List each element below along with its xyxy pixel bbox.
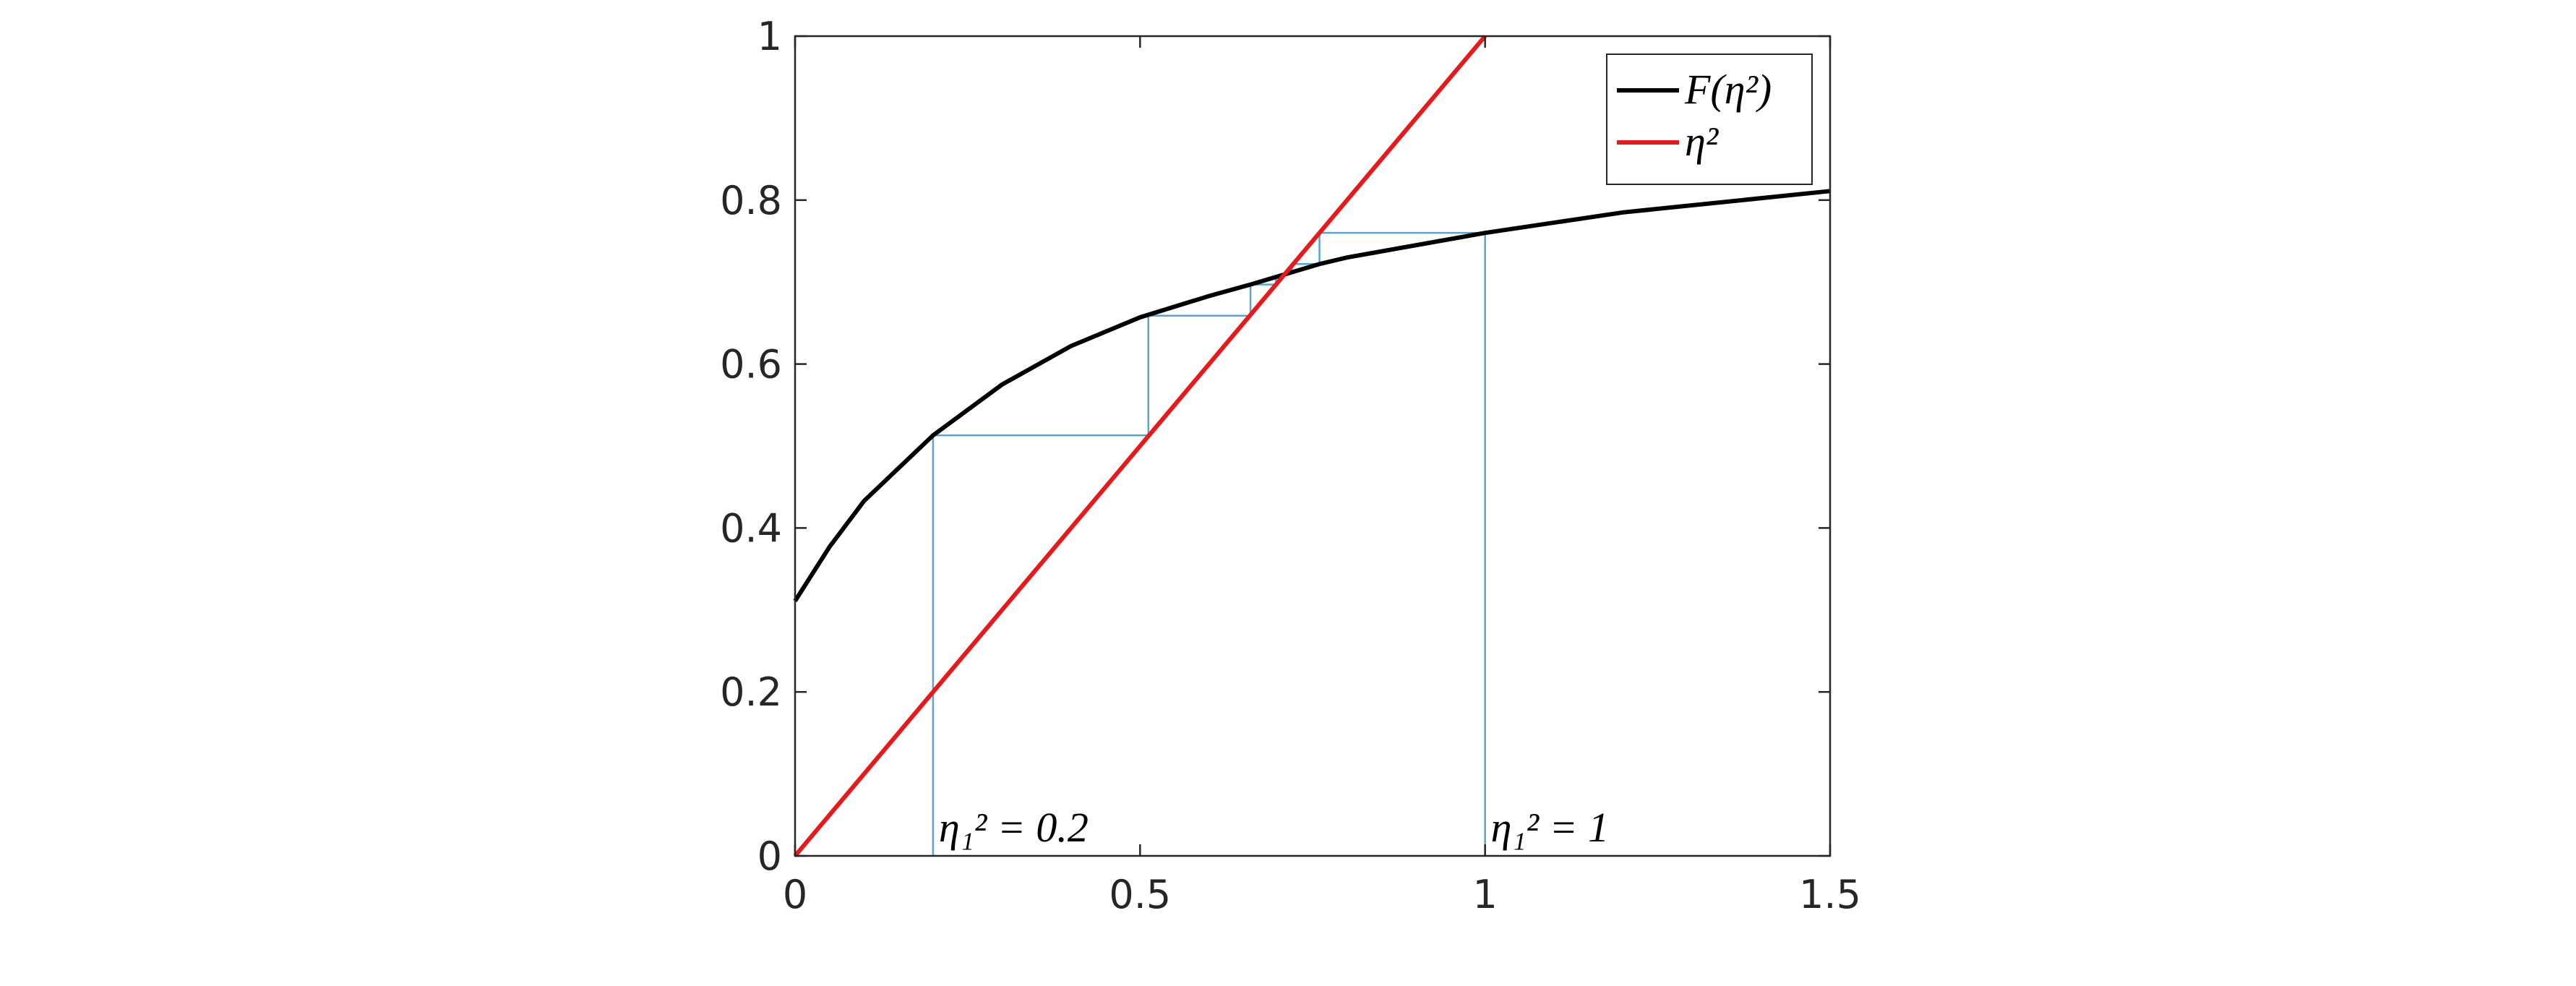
cobweb-line: [1291, 231, 1486, 856]
axes-box: [794, 35, 1832, 857]
x-tick-label: 1.5: [1799, 872, 1861, 917]
series-line: [793, 35, 1487, 857]
y-tick-label: 0.6: [720, 342, 782, 387]
annotation: η₁² = 1: [1491, 804, 1609, 851]
legend-label: η²: [1685, 118, 1720, 165]
series-line: [793, 189, 1831, 602]
legend-label: F(η²): [1684, 66, 1772, 113]
y-tick-label: 1: [757, 14, 782, 59]
annotation: η₁² = 0.2: [939, 804, 1089, 851]
x-tick-label: 0.5: [1109, 872, 1171, 917]
y-tick-label: 0.2: [720, 669, 782, 715]
legend-box: [1606, 53, 1813, 185]
x-tick-label: 0: [783, 872, 807, 917]
y-tick-label: 0.8: [720, 178, 782, 223]
x-tick-label: 1: [1472, 872, 1497, 917]
y-tick-label: 0.4: [720, 505, 782, 551]
y-tick-label: 0: [757, 833, 782, 879]
cobweb-line: [932, 275, 1283, 856]
